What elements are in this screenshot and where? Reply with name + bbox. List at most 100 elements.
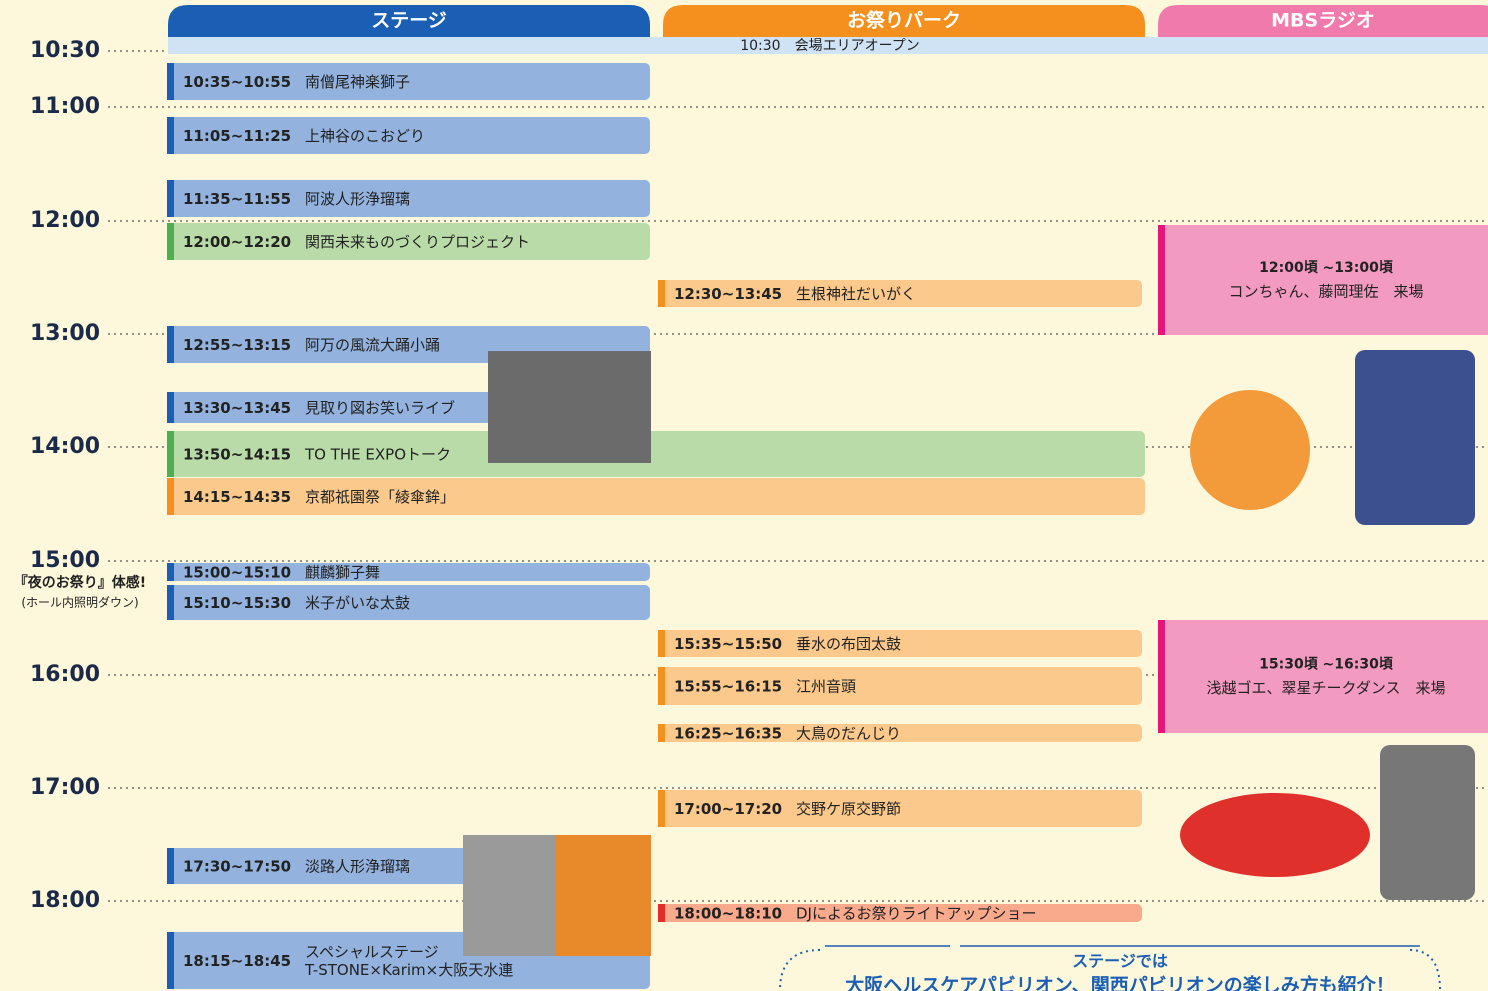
event-title: 淡路人形浄瑠璃 [305, 858, 410, 876]
event-time: 10:35~10:55 [183, 73, 291, 91]
footer-line1: ステージでは [1072, 952, 1168, 971]
event-time: 14:15~14:35 [183, 488, 291, 506]
event-time: 15:00~15:10 [183, 564, 291, 582]
header-label: お祭りパーク [847, 9, 961, 32]
header-tab [168, 5, 650, 37]
event-stripe [167, 392, 174, 423]
event-title: 南僧尾神楽獅子 [305, 73, 410, 91]
event-stripe [658, 790, 665, 827]
night-title: 『夜のお祭り』体感! [14, 574, 146, 591]
event-stripe [658, 630, 665, 657]
event-stripe [167, 848, 174, 884]
event-bar [167, 117, 650, 154]
event-time: 16:25~16:35 [674, 725, 782, 743]
event-title: 江州音頭 [796, 678, 856, 696]
event-time: 13:30~13:45 [183, 399, 291, 417]
event-bar [658, 904, 1142, 922]
photo [488, 351, 651, 463]
event-time: 18:15~18:45 [183, 952, 291, 970]
event-time: 11:35~11:55 [183, 190, 291, 208]
event-bar [167, 585, 650, 620]
photo [556, 835, 651, 956]
time-label: 14:00 [30, 434, 100, 459]
radio-text: 浅越ゴエ、翠星チークダンス 来場 [1206, 679, 1445, 697]
header-tab [1158, 5, 1488, 37]
event-time: 12:55~13:15 [183, 336, 291, 354]
logo [1180, 793, 1370, 877]
event-stripe [167, 223, 174, 260]
photo [1355, 350, 1475, 525]
event-bar [167, 478, 1145, 515]
time-label: 13:00 [30, 321, 100, 346]
event-time: 17:30~17:50 [183, 858, 291, 876]
event-stripe [167, 117, 174, 154]
photo [463, 835, 556, 956]
radio-text: コンちゃん、藤岡理佐 来場 [1228, 283, 1423, 301]
radio-time: 15:30頃 ~16:30頃 [1259, 657, 1394, 673]
event-time: 11:05~11:25 [183, 127, 291, 145]
event-bar [167, 63, 650, 100]
event-time: 18:00~18:10 [674, 905, 782, 923]
event-title: 関西未来ものづくりプロジェクト [305, 233, 530, 251]
event-time: 15:35~15:50 [674, 635, 782, 653]
event-subtitle: T-STONE×Karim×大阪天水連 [304, 961, 513, 979]
logo [1190, 390, 1310, 510]
event-time: 12:00~12:20 [183, 233, 291, 251]
event-title: DJによるお祭りライトアップショー [796, 905, 1037, 923]
time-label: 12:00 [30, 208, 100, 233]
time-label: 15:00 [30, 548, 100, 573]
event-time: 17:00~17:20 [674, 800, 782, 818]
time-label: 10:30 [30, 38, 100, 63]
radio-stripe [1158, 225, 1165, 335]
event-stripe [658, 724, 665, 742]
radio-box [1158, 620, 1488, 733]
event-bar [658, 724, 1142, 742]
event-bar [658, 790, 1142, 827]
event-stripe [167, 63, 174, 100]
event-bar [167, 180, 650, 217]
night-sub: (ホール内照明ダウン) [21, 595, 138, 610]
event-bar [167, 431, 1145, 477]
event-title: 阿波人形浄瑠璃 [305, 190, 410, 208]
event-stripe [167, 180, 174, 217]
event-time: 15:10~15:30 [183, 594, 291, 612]
radio-box [1158, 225, 1488, 335]
event-stripe [658, 280, 665, 307]
radio-stripe [1158, 620, 1165, 733]
footer-line2: 大阪ヘルスケアパビリオン、関西パビリオンの楽しみ方も紹介！ [845, 974, 1394, 991]
event-title: 生根神社だいがく [796, 285, 916, 303]
event-bar [658, 667, 1142, 705]
event-title: 阿万の風流大踊小踊 [305, 336, 440, 354]
event-title: 米子がいな太鼓 [305, 594, 410, 612]
event-title: 交野ケ原交野節 [796, 800, 901, 818]
event-time: 15:55~16:15 [674, 678, 782, 696]
event-stripe [167, 431, 174, 477]
time-label: 18:00 [30, 888, 100, 913]
event-title: 麒麟獅子舞 [305, 564, 380, 582]
event-title: 京都祇園祭「綾傘鉾」 [305, 488, 455, 506]
event-stripe [658, 667, 665, 705]
event-time: 12:30~13:45 [674, 285, 782, 303]
event-bar [167, 563, 650, 581]
photo [1380, 745, 1475, 900]
event-stripe [658, 904, 665, 922]
event-title: 大鳥のだんじり [796, 725, 901, 743]
time-label: 17:00 [30, 775, 100, 800]
header-label: MBSラジオ [1271, 10, 1375, 32]
event-stripe [167, 932, 174, 989]
event-title: 上神谷のこおどり [305, 127, 425, 145]
time-label: 16:00 [30, 662, 100, 687]
event-title: スペシャルステージ [305, 943, 439, 961]
event-time: 13:50~14:15 [183, 446, 291, 464]
event-bar [167, 223, 650, 260]
event-title: 見取り図お笑いライブ [305, 399, 455, 417]
open-bar [168, 37, 1488, 54]
event-stripe [167, 478, 174, 515]
event-title: TO THE EXPOトーク [304, 446, 451, 464]
event-stripe [167, 563, 174, 581]
header-label: ステージ [371, 10, 447, 32]
event-stripe [167, 585, 174, 620]
event-title: 垂水の布団太鼓 [796, 635, 901, 653]
time-label: 11:00 [30, 94, 100, 119]
